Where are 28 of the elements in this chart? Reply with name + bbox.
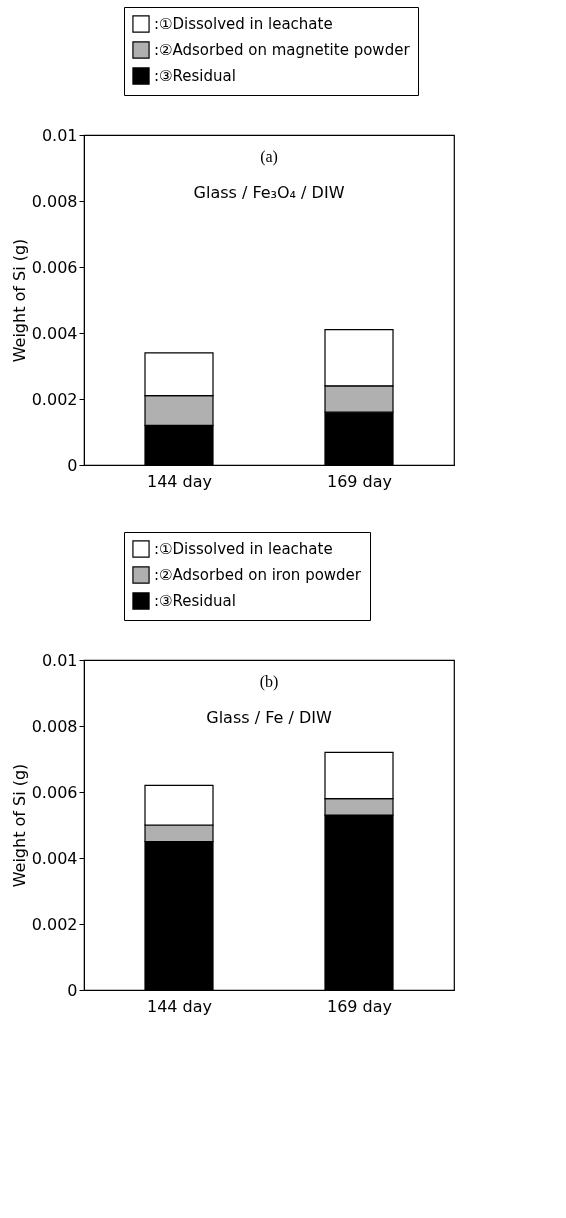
y-tick-label: 0.01 <box>41 650 78 670</box>
y-tick-label: 0.002 <box>31 914 78 934</box>
x-tick-label: 144 day <box>146 471 213 491</box>
y-tick-label: 0.004 <box>31 323 78 343</box>
y-tick-label: 0.008 <box>31 716 78 736</box>
legend-label: :①Dissolved in leachate <box>154 540 333 558</box>
legend-label: :②Adsorbed on magnetite powder <box>154 41 411 59</box>
y-tick-label: 0 <box>67 980 78 1000</box>
legend-label: :③Residual <box>154 592 236 610</box>
y-tick-label: 0.002 <box>31 389 78 409</box>
legend-label: :②Adsorbed on iron powder <box>154 566 362 584</box>
y-tick-label: 0.006 <box>31 782 78 802</box>
y-tick-label: 0.004 <box>31 848 78 868</box>
x-tick-label: 144 day <box>146 996 213 1016</box>
legend-label: :③Residual <box>154 67 236 85</box>
y-tick-label: 0.01 <box>41 125 78 145</box>
y-axis-title: Weight of Si (g) <box>9 238 29 363</box>
annotation: Glass / Fe₃O₄ / DIW <box>193 183 345 202</box>
y-tick-label: 0 <box>67 455 78 475</box>
legend-label: :①Dissolved in leachate <box>154 15 333 33</box>
annotation: (a) <box>260 148 278 166</box>
x-tick-label: 169 day <box>326 996 393 1016</box>
annotation: (b) <box>259 673 279 691</box>
y-axis-title: Weight of Si (g) <box>9 763 29 888</box>
y-tick-label: 0.008 <box>31 191 78 211</box>
y-tick-label: 0.006 <box>31 257 78 277</box>
annotation: Glass / Fe / DIW <box>206 708 332 727</box>
x-tick-label: 169 day <box>326 471 393 491</box>
